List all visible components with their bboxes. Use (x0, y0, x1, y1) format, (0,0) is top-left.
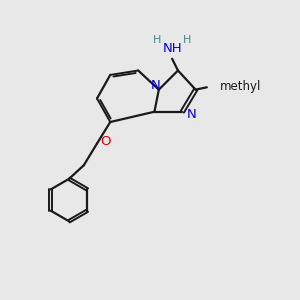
Text: N: N (186, 108, 196, 121)
Text: O: O (100, 135, 111, 148)
Text: N: N (151, 79, 161, 92)
Text: H: H (183, 35, 192, 45)
Text: H: H (153, 35, 161, 45)
Text: NH: NH (162, 42, 182, 55)
Text: methyl: methyl (220, 80, 261, 93)
